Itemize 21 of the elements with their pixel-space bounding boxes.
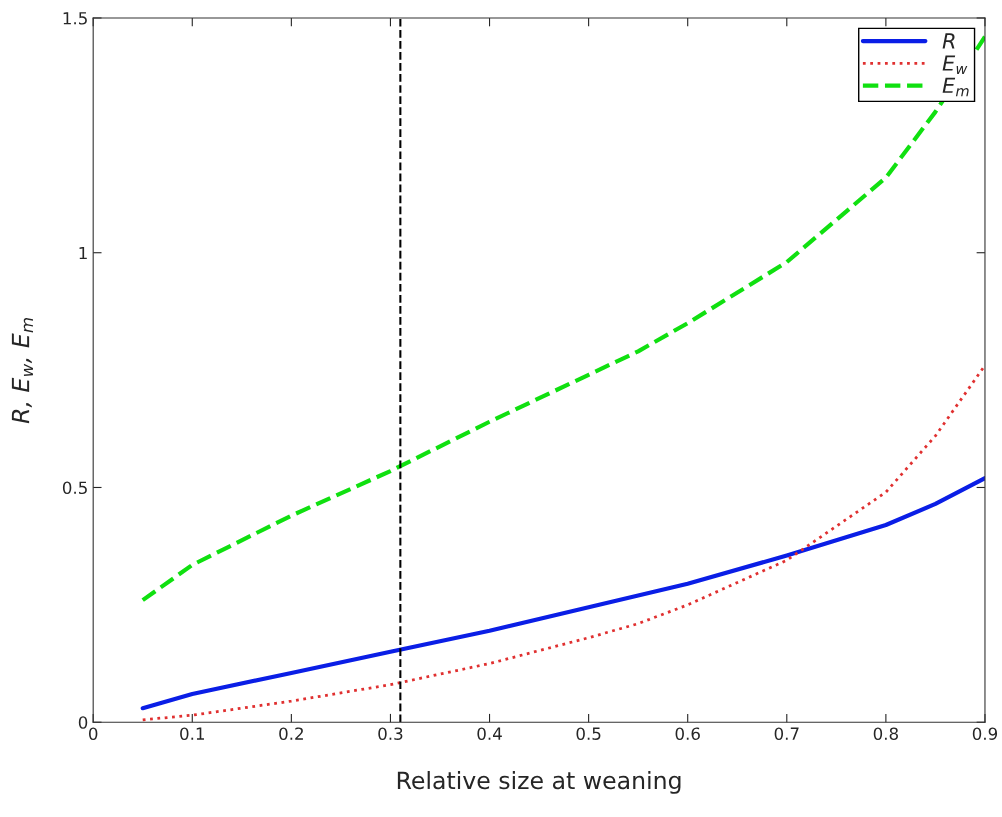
y-axis-title: R, E$_{w}$, E$_{m}$ xyxy=(11,318,33,424)
x-tick-label: 0.9 xyxy=(972,727,998,740)
x-tick-label: 0.5 xyxy=(576,727,601,740)
x-tick-label: 0.1 xyxy=(180,727,204,740)
y-tick-label: 1.5 xyxy=(63,12,87,25)
x-tick-label: 0.4 xyxy=(477,727,502,740)
x-tick-label: 0.7 xyxy=(774,727,799,740)
y-tick-label: 0 xyxy=(78,716,88,729)
y-tick-label: 1 xyxy=(79,246,87,260)
x-tick-label: 0.3 xyxy=(378,727,403,740)
legend-label: E$_{m}$ xyxy=(942,77,969,97)
x-tick-label: 0.6 xyxy=(675,727,700,740)
line-series xyxy=(140,34,985,603)
legend-label: R xyxy=(942,33,955,49)
y-tick-label: 0.5 xyxy=(62,481,87,495)
x-tick-label: 0.2 xyxy=(279,727,303,740)
x-tick-label: 0.8 xyxy=(873,727,898,740)
legend-label: E$_{w}$ xyxy=(942,55,968,75)
line-series xyxy=(140,476,985,711)
x-axis-title: Relative size at weaning xyxy=(397,771,681,794)
x-tick-label: 0 xyxy=(88,727,98,740)
